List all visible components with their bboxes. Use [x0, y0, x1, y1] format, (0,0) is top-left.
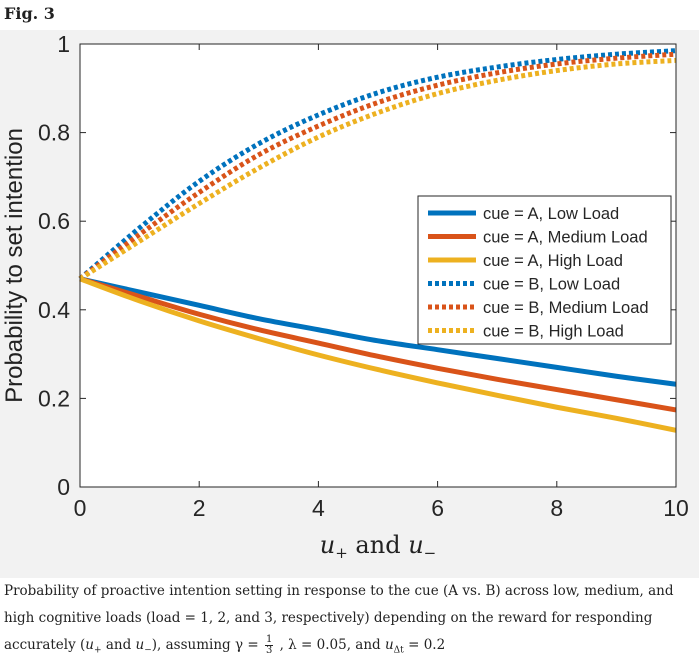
x-tick-label: 2	[193, 495, 206, 521]
legend-label-4: cue = B, Low Load	[483, 276, 620, 294]
legend-label-1: cue = A, Low Load	[483, 205, 619, 223]
figure-label: Fig. 3	[4, 4, 55, 23]
caption-text: , λ = 0.05, and	[275, 637, 385, 653]
legend-label-3: cue = A, High Load	[483, 252, 623, 270]
y-tick-label: 0.4	[38, 297, 70, 323]
y-tick-label: 0	[57, 474, 70, 500]
y-tick-label: 0.6	[38, 208, 70, 234]
series-line-3	[79, 276, 677, 433]
x-axis-label: u+ and u−	[320, 531, 436, 562]
u-minus: u	[135, 637, 145, 653]
u-plus: u	[85, 637, 94, 653]
series-line-4	[78, 48, 677, 281]
caption-text: accurately (	[4, 637, 86, 653]
x-tick-label: 0	[74, 495, 87, 521]
y-axis-label: Probability to set intention	[1, 128, 28, 403]
caption-line-2: high cognitive loads (load = 1, 2, and 3…	[4, 610, 653, 626]
caption-line-1: Probability of proactive intention setti…	[4, 583, 674, 599]
axes-layer: 0 2 4 6 8 10 0 0.2 0.4 0.6 0.8 1	[38, 31, 689, 521]
legend-box	[417, 195, 672, 345]
x-tick-label: 4	[312, 495, 325, 521]
series-line-6	[78, 57, 677, 281]
y-tick-label: 1	[57, 31, 70, 57]
fraction-numerator: 1	[264, 634, 274, 646]
series-line-5	[78, 51, 677, 281]
legend-label-2: cue = A, Medium Load	[483, 229, 648, 247]
legend-label-5: cue = B, Medium Load	[483, 299, 649, 317]
legend: cue = A, Low Load cue = A, Medium Load cue…	[417, 195, 672, 345]
figure-caption: Probability of proactive intention setti…	[4, 578, 694, 665]
u-delta-t: u	[384, 637, 394, 653]
u-minus-sub: −	[144, 645, 152, 656]
axes-frame	[79, 43, 677, 488]
x-tick-label: 8	[550, 495, 563, 521]
x-tick-label: 10	[663, 495, 689, 521]
fraction-denominator: 3	[265, 645, 273, 656]
series-layer	[78, 48, 677, 433]
caption-text: ), assuming γ =	[151, 637, 263, 653]
caption-text: and	[101, 637, 136, 653]
series-line-2	[79, 276, 677, 413]
u-delta-t-sub: Δt	[393, 645, 404, 656]
x-tick-label: 6	[431, 495, 444, 521]
series-line-1	[79, 276, 677, 387]
u-plus-sub: +	[94, 645, 102, 656]
caption-text: = 0.2	[403, 637, 446, 653]
legend-label-6: cue = B, High Load	[483, 323, 624, 341]
y-tick-label: 0.8	[38, 120, 70, 146]
y-tick-label: 0.2	[38, 385, 70, 411]
